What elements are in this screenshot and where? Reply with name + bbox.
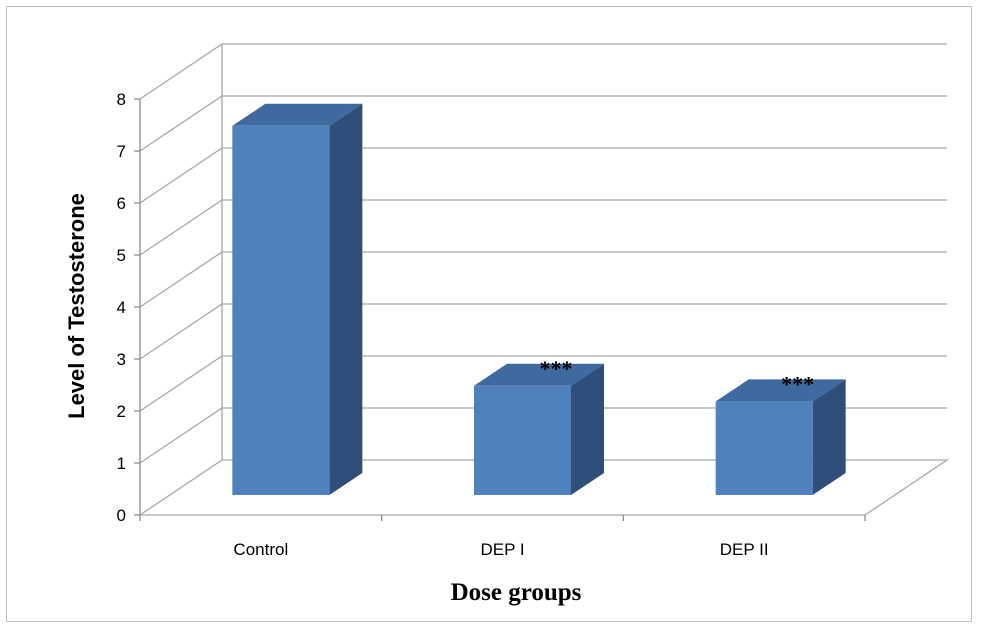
bar-side	[329, 103, 363, 496]
gridline-side-2	[139, 355, 223, 412]
gridline-side-4	[139, 251, 223, 308]
gridline-side-7	[139, 95, 223, 152]
x-axis-label: Dose groups	[451, 579, 582, 606]
gridline-side-1	[139, 407, 223, 464]
bar-front	[232, 125, 330, 496]
significance-annotations: *** ***	[540, 356, 815, 397]
bar-dep-ii	[715, 379, 846, 495]
gridline-side-6	[139, 147, 223, 204]
bars	[232, 103, 846, 496]
y-tick-label: 5	[117, 246, 126, 265]
chart-frame	[6, 6, 972, 622]
y-tick-label: 6	[117, 194, 126, 213]
y-tick-label: 3	[117, 350, 126, 369]
bar-front	[715, 401, 813, 495]
gridline-side-0	[139, 459, 223, 516]
gridline-side-3	[139, 303, 223, 360]
x-tick-labels: Control DEP I DEP II	[233, 540, 768, 559]
significance-marker: ***	[540, 356, 573, 381]
y-tick-label: 0	[117, 506, 126, 525]
gridline-side-8	[139, 43, 223, 100]
gridline-side-5	[139, 199, 223, 256]
bar-front	[474, 385, 571, 495]
bar-side	[571, 363, 604, 495]
y-tick-label: 7	[117, 142, 126, 161]
x-tick-label: DEP II	[720, 540, 769, 559]
bar-dep-i	[474, 363, 604, 495]
x-tick-label: Control	[233, 540, 288, 559]
y-tick-label: 1	[117, 454, 126, 473]
bar-side	[812, 379, 846, 495]
y-tick-label: 2	[117, 402, 126, 421]
bar-top	[715, 379, 846, 402]
y-tick-label: 8	[117, 90, 126, 109]
y-tick-labels: 0 1 2 3 4 5 6 7 8	[117, 90, 140, 525]
bar-top	[232, 103, 363, 126]
bar-control	[232, 103, 363, 496]
y-axis-label: Level of Testosterone	[64, 193, 89, 419]
significance-marker: ***	[781, 371, 814, 396]
x-tick-label: DEP I	[480, 540, 524, 559]
bar-top	[474, 363, 604, 386]
y-tick-label: 4	[117, 298, 126, 317]
